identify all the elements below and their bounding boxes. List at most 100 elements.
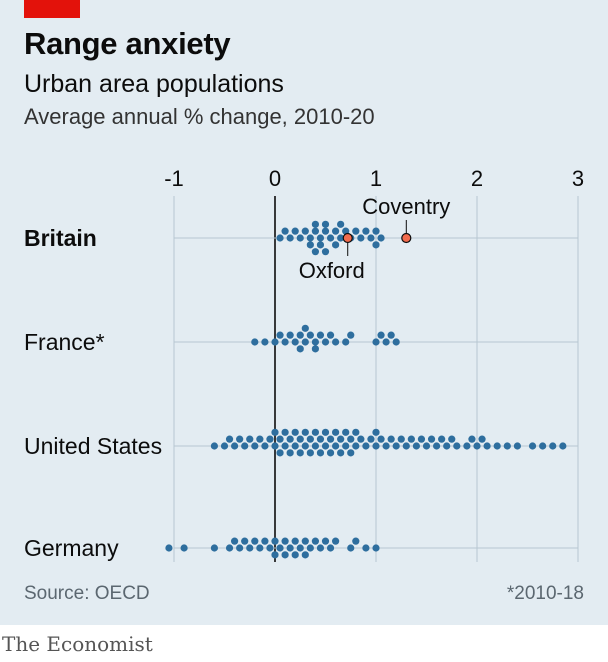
row-label: Germany <box>24 535 119 561</box>
data-point <box>276 544 284 552</box>
data-point <box>321 220 330 228</box>
data-point <box>372 544 380 552</box>
data-point <box>271 338 279 346</box>
data-point <box>433 442 441 450</box>
data-point <box>311 248 319 256</box>
data-point <box>316 331 325 339</box>
row-label: France* <box>24 329 105 355</box>
data-point <box>281 227 289 235</box>
data-point <box>281 551 289 559</box>
highlighted-point <box>401 232 412 244</box>
data-point <box>271 551 279 559</box>
data-point <box>539 442 547 450</box>
data-point <box>266 435 274 443</box>
x-tick-label: 1 <box>370 166 382 191</box>
data-point <box>301 428 309 436</box>
data-point <box>210 544 218 552</box>
data-point <box>276 435 284 443</box>
data-point <box>397 435 405 443</box>
data-point <box>513 442 522 450</box>
data-point <box>165 544 173 552</box>
data-point <box>311 338 319 346</box>
data-point <box>427 435 436 443</box>
data-point <box>291 428 299 436</box>
data-point <box>286 435 294 443</box>
data-point <box>342 338 350 346</box>
data-point <box>332 442 340 450</box>
data-point <box>347 449 355 457</box>
data-point <box>342 442 350 450</box>
data-point <box>281 338 289 346</box>
data-point <box>347 435 355 443</box>
x-tick-label: -1 <box>164 166 184 191</box>
data-point <box>306 435 314 443</box>
data-point <box>352 442 360 450</box>
data-point <box>372 241 380 249</box>
chart-panel <box>0 0 608 625</box>
data-point <box>332 227 340 235</box>
data-point <box>251 338 259 346</box>
data-point <box>316 449 325 457</box>
data-point <box>392 338 400 346</box>
data-point <box>276 449 284 457</box>
publisher-logo: The Economist <box>2 632 153 656</box>
data-point <box>337 449 345 457</box>
data-point <box>261 338 269 346</box>
row-label: United States <box>24 433 162 459</box>
data-point <box>342 428 350 436</box>
data-point <box>291 227 299 235</box>
chart-unit-label: Average annual % change, 2010-20 <box>24 104 375 129</box>
data-point <box>478 435 486 443</box>
data-point <box>326 449 335 457</box>
data-point <box>246 435 254 443</box>
data-point <box>448 435 456 443</box>
data-point <box>291 338 299 346</box>
data-point <box>392 442 400 450</box>
data-point <box>296 331 304 339</box>
data-point <box>271 537 279 545</box>
data-point <box>321 537 330 545</box>
data-point <box>276 331 284 339</box>
data-point <box>210 442 218 450</box>
data-point <box>256 544 264 552</box>
data-point <box>311 428 319 436</box>
data-point <box>326 331 335 339</box>
data-point <box>251 537 259 545</box>
data-point <box>281 428 289 436</box>
data-point <box>326 435 335 443</box>
data-point <box>251 442 259 450</box>
data-point <box>261 537 269 545</box>
data-point <box>337 220 345 228</box>
data-point <box>402 442 410 450</box>
data-point <box>382 442 390 450</box>
x-tick-label: 3 <box>572 166 584 191</box>
data-point <box>362 544 370 552</box>
data-point <box>332 428 340 436</box>
data-point <box>377 234 385 242</box>
data-point <box>362 442 370 450</box>
data-point <box>296 544 304 552</box>
data-point <box>352 227 360 235</box>
data-point <box>468 435 476 443</box>
data-point <box>438 435 446 443</box>
data-point <box>296 435 304 443</box>
x-tick-label: 2 <box>471 166 483 191</box>
data-point <box>220 442 229 450</box>
data-point <box>321 428 330 436</box>
data-point <box>332 241 340 249</box>
data-point <box>316 544 325 552</box>
annotation-label: Coventry <box>362 194 450 219</box>
data-point <box>301 442 309 450</box>
data-point <box>256 435 264 443</box>
data-point <box>286 234 294 242</box>
data-point <box>549 442 557 450</box>
data-point <box>281 442 289 450</box>
data-point <box>453 442 461 450</box>
data-point <box>316 241 325 249</box>
data-point <box>326 234 335 242</box>
data-point <box>301 338 309 346</box>
data-point <box>306 449 314 457</box>
data-point <box>311 345 319 353</box>
data-point <box>301 324 309 332</box>
data-point <box>367 234 375 242</box>
